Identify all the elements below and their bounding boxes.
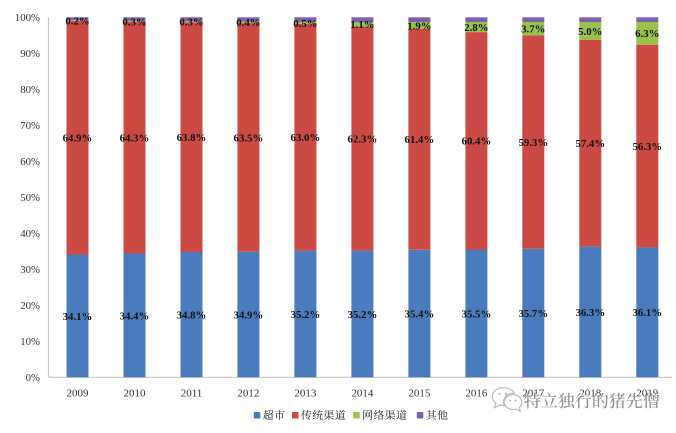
svg-text:0%: 0% [26,372,40,384]
svg-text:80%: 80% [20,84,40,96]
svg-text:2012: 2012 [237,388,259,400]
svg-text:62.3%: 62.3% [348,133,378,145]
svg-text:50%: 50% [20,192,40,204]
svg-text:70%: 70% [20,120,40,132]
svg-text:63.0%: 63.0% [291,132,321,144]
svg-text:6.3%: 6.3% [635,28,659,40]
svg-text:2009: 2009 [67,388,90,400]
svg-text:59.3%: 59.3% [518,137,548,149]
svg-text:2011: 2011 [181,388,203,400]
svg-text:0.2%: 0.2% [65,15,89,27]
svg-text:35.2%: 35.2% [291,309,321,321]
svg-text:90%: 90% [20,48,40,60]
svg-text:2013: 2013 [294,388,317,400]
svg-text:2010: 2010 [124,388,147,400]
svg-text:36.1%: 36.1% [632,307,662,319]
svg-text:2015: 2015 [408,388,431,400]
svg-text:100%: 100% [15,12,40,24]
svg-text:2018: 2018 [579,388,602,400]
svg-text:0.5%: 0.5% [293,18,317,30]
svg-text:2.8%: 2.8% [464,22,488,34]
svg-text:3.7%: 3.7% [521,24,545,36]
svg-text:36.3%: 36.3% [575,307,605,319]
svg-text:56.3%: 56.3% [632,141,662,153]
svg-text:20%: 20% [20,300,40,312]
svg-text:64.9%: 64.9% [63,133,93,145]
svg-text:35.7%: 35.7% [518,308,548,320]
svg-text:10%: 10% [20,336,40,348]
svg-text:34.8%: 34.8% [177,310,207,322]
svg-text:5.0%: 5.0% [578,26,602,38]
svg-text:60%: 60% [20,156,40,168]
svg-text:30%: 30% [20,264,40,276]
svg-text:35.5%: 35.5% [462,308,492,320]
svg-text:60.4%: 60.4% [462,136,492,148]
svg-text:57.4%: 57.4% [575,138,605,150]
svg-text:1.9%: 1.9% [407,20,431,32]
svg-text:34.4%: 34.4% [120,310,150,322]
svg-text:2016: 2016 [465,388,488,400]
svg-text:0.3%: 0.3% [179,17,203,29]
svg-text:2014: 2014 [351,388,374,400]
svg-text:35.2%: 35.2% [348,309,378,321]
svg-text:63.8%: 63.8% [177,132,207,144]
svg-text:64.3%: 64.3% [120,133,150,145]
svg-text:35.4%: 35.4% [405,309,435,321]
svg-text:40%: 40% [20,228,40,240]
svg-text:0.3%: 0.3% [122,16,146,28]
svg-text:0.4%: 0.4% [236,17,260,29]
svg-text:61.4%: 61.4% [405,134,435,146]
svg-text:1.1%: 1.1% [350,19,374,31]
svg-text:34.9%: 34.9% [234,309,264,321]
svg-text:34.1%: 34.1% [63,311,93,323]
svg-text:63.5%: 63.5% [234,132,264,144]
